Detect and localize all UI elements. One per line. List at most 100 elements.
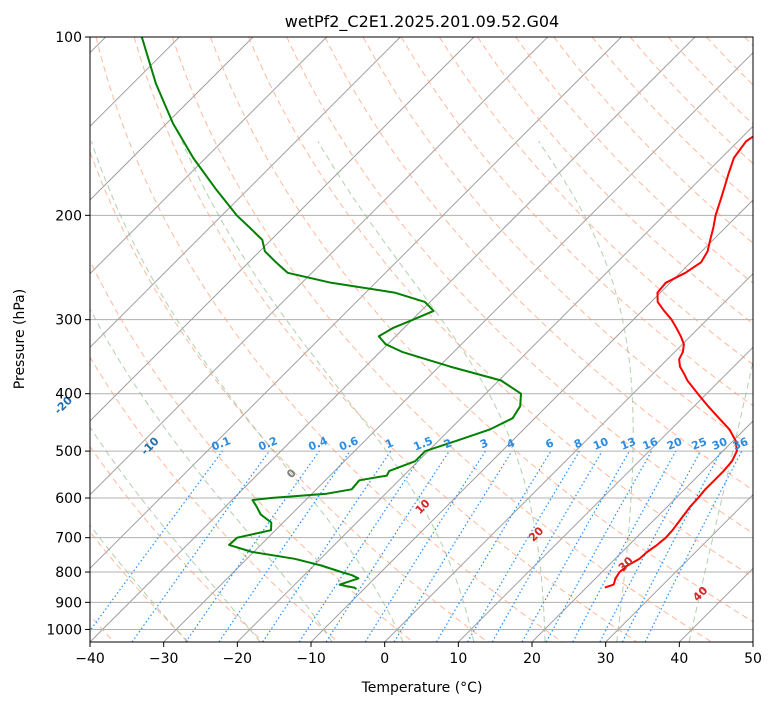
y-axis: 100 200 300 400 500 600 700 800 900 1000 [46, 30, 90, 638]
dry-adiabat-110 [438, 37, 753, 366]
x-tick-label: 30 [597, 651, 615, 667]
mixing-ratio-label: 16 [641, 435, 660, 453]
y-tick-label: 900 [55, 595, 82, 611]
y-tick-label: 800 [55, 565, 82, 581]
line-labels: 0.10.20.40.611.52346810131620253036-100-… [52, 393, 751, 604]
mixing-ratio-line-13 [521, 450, 631, 642]
mixing-ratio-label: 3 [478, 436, 490, 451]
isotherm--80 [90, 37, 401, 349]
moist-adiabat--10 [90, 308, 333, 642]
moist-adiabat-0 [90, 141, 404, 642]
dry-adiabat-label: -10 [138, 434, 161, 457]
moist-adiabat-label: 20 [526, 524, 546, 544]
y-tick-label: 1000 [46, 622, 82, 638]
dry-adiabat--20 [90, 445, 264, 642]
dry-adiabat-50 [210, 37, 753, 623]
isotherm-20 [531, 420, 753, 642]
isotherm-0 [384, 272, 753, 642]
dry-adiabat-140 [553, 37, 753, 244]
mixing-ratio-label: 20 [665, 435, 684, 453]
isotherm--70 [90, 37, 475, 422]
y-tick-label: 100 [55, 30, 82, 46]
x-tick-label: −20 [223, 651, 253, 667]
mixing-ratio-label: 10 [591, 435, 610, 453]
moist-adiabat-20 [317, 141, 546, 642]
mixing-ratio-line-6 [435, 450, 552, 642]
mixing-ratio-line-0.2 [131, 450, 270, 642]
dry-adiabat-150 [591, 37, 753, 204]
mixing-ratio-line-36 [644, 450, 743, 642]
x-tick-label: −10 [296, 651, 326, 667]
moist-adiabat--20 [90, 426, 261, 642]
x-tick-label: 20 [523, 651, 541, 667]
dry-adiabat-0 [90, 259, 414, 642]
dry-adiabat-180 [706, 37, 753, 86]
mixing-ratio-line-1.5 [298, 450, 425, 642]
mixing-ratio-line-25 [599, 450, 702, 642]
mixing-ratio-line-0.1 [90, 450, 223, 632]
isotherm--50 [90, 37, 622, 570]
mixing-ratio-label: 25 [690, 435, 709, 453]
mixing-ratio-label: 8 [572, 436, 584, 451]
mixing-ratio-line-16 [545, 450, 653, 642]
dry-adiabat-20 [95, 37, 563, 642]
isotherm--20 [236, 125, 753, 642]
data-series [140, 37, 753, 590]
y-tick-label: 300 [55, 313, 82, 329]
moist-adiabat-40 [688, 358, 753, 642]
x-tick-label: −40 [75, 651, 105, 667]
moist-adiabat-label: 0 [284, 466, 299, 481]
dry-adiabat--30 [90, 531, 190, 642]
dry-adiabat-90 [362, 37, 753, 449]
mixing-ratio-label: 2 [442, 436, 454, 451]
x-tick-label: 50 [744, 651, 762, 667]
mixing-ratio-label: 1 [383, 436, 395, 451]
dry-adiabat-40 [171, 37, 712, 642]
dewpoint-profile-line [140, 37, 522, 590]
y-tick-label: 200 [55, 208, 82, 224]
x-tick-label: 10 [449, 651, 467, 667]
mixing-ratio-line-20 [572, 450, 677, 642]
isotherm-40 [678, 567, 753, 642]
x-tick-label: 40 [670, 651, 688, 667]
mixing-ratio-line-2 [325, 450, 450, 642]
mixing-ratio-label: 13 [619, 435, 638, 453]
dry-adiabat-80 [324, 37, 753, 491]
dry-adiabat--10 [90, 356, 339, 642]
dry-adiabat-190 [744, 37, 753, 47]
mixing-ratio-line-3 [364, 450, 486, 642]
dry-adiabat-170 [668, 37, 753, 125]
mixing-ratio-label: 30 [710, 435, 729, 453]
temperature-profile-line [604, 135, 753, 589]
x-tick-label: 0 [380, 651, 389, 667]
y-tick-label: 400 [55, 387, 82, 403]
moist-adiabat-label: 40 [690, 584, 710, 604]
mixing-ratio-line-0.6 [218, 450, 351, 642]
y-tick-label: 700 [55, 531, 82, 547]
y-axis-label: Pressure (hPa) [12, 289, 28, 389]
moist-adiabat-30 [538, 141, 634, 642]
mixing-ratio-label: 36 [731, 435, 750, 453]
x-tick-label: −30 [149, 651, 179, 667]
chart-title: wetPf2_C2E1.2025.201.09.52.G04 [285, 12, 559, 32]
isotherm--90 [90, 37, 328, 275]
dry-adiabat-100 [400, 37, 753, 407]
isotherm--40 [90, 37, 696, 642]
moist-adiabat-10 [181, 141, 475, 642]
x-axis: −40 −30 −20 −10 0 10 20 30 40 50 [75, 642, 762, 667]
background-lines [90, 37, 753, 642]
mixing-ratio-label: 6 [544, 436, 556, 451]
dry-adiabat-60 [248, 37, 753, 578]
dry-adiabat-70 [286, 37, 753, 534]
isotherm--100 [90, 37, 254, 201]
mixing-ratio-line-0.4 [185, 450, 320, 642]
y-tick-label: 500 [55, 444, 82, 460]
y-tick-label: 600 [55, 491, 82, 507]
dry-adiabat-10 [90, 150, 488, 642]
isotherm-30 [605, 493, 753, 642]
dry-adiabat-30 [133, 37, 638, 642]
x-axis-label: Temperature (°C) [361, 680, 483, 696]
mixing-ratio-line-1 [262, 450, 392, 642]
isotherm-50 [752, 641, 753, 642]
moist-adiabat-label: 10 [413, 497, 433, 517]
